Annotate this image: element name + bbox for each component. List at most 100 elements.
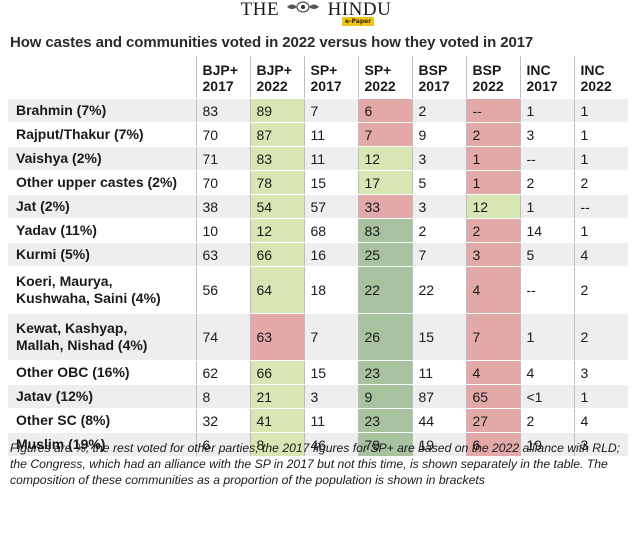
table-cell: 2 (465, 122, 520, 147)
col-header: INC 2017 (519, 56, 574, 99)
table-cell: 21 (249, 384, 304, 409)
header-row: BJP+ 2017 BJP+ 2022 SP+ 2017 SP+ 2022 BSP 201… (8, 56, 628, 99)
row-label: Vaishya (2%) (8, 146, 196, 171)
table-cell: 12 (357, 146, 412, 171)
table-cell: 3 (303, 384, 358, 409)
table-cell: 19 (519, 432, 574, 457)
table-cell: 10 (195, 218, 250, 243)
table-cell: 7 (357, 122, 412, 147)
table-cell: 2 (519, 170, 574, 195)
table-cell: 54 (249, 194, 304, 219)
table-cell: 11 (303, 146, 358, 171)
table-cell: -- (519, 146, 574, 171)
row-label-line: Other SC (8%) (16, 412, 111, 428)
table-row: Vaishya (2%) 71 83 11 12 3 1 -- 1 (8, 146, 628, 171)
table-cell: 19 (411, 432, 466, 457)
table-cell: 63 (249, 313, 304, 361)
table-cell: 1 (573, 98, 628, 123)
col-header: BSP 2017 (411, 56, 466, 99)
table-cell: 18 (303, 266, 358, 314)
row-label: Kewat, Kashyap, Mallah, Nishad (4%) (8, 313, 196, 361)
row-label-line: Kurmi (5%) (16, 246, 90, 262)
vote-table-wrapper: BJP+ 2017 BJP+ 2022 SP+ 2017 SP+ 2022 BSP 201… (8, 56, 628, 457)
table-cell: 1 (465, 170, 520, 195)
header-blank (8, 56, 196, 99)
table-cell: 15 (303, 360, 358, 385)
table-row: Rajput/Thakur (7%) 70 87 11 7 9 2 3 1 (8, 122, 628, 147)
table-cell: 9 (411, 122, 466, 147)
table-cell: 38 (195, 194, 250, 219)
table-cell: 79 (357, 432, 412, 457)
table-cell: 1 (465, 146, 520, 171)
table-cell: 17 (357, 170, 412, 195)
table-cell: 14 (519, 218, 574, 243)
table-row: Other upper castes (2%) 70 78 15 17 5 1 2 2 (8, 170, 628, 195)
table-cell: 83 (249, 146, 304, 171)
table-cell: 5 (411, 170, 466, 195)
row-label-line: Kewat, Kashyap, (16, 320, 128, 336)
table-cell: 89 (249, 98, 304, 123)
table-cell: 23 (357, 408, 412, 433)
table-cell: 1 (573, 218, 628, 243)
table-cell: 65 (465, 384, 520, 409)
table-row: Kewat, Kashyap, Mallah, Nishad (4%) 74 63 7 2… (8, 313, 628, 361)
table-cell: 25 (357, 242, 412, 267)
row-label-line: Other upper castes (2%) (16, 174, 178, 190)
table-cell: 7 (303, 98, 358, 123)
table-cell: 71 (195, 146, 250, 171)
table-row: Muslim (19%) 6 8 46 79 19 6 19 3 (8, 432, 628, 457)
row-label: Koeri, Maurya, Kushwaha, Saini (4%) (8, 266, 196, 314)
row-label: Jat (2%) (8, 194, 196, 219)
table-cell: 3 (573, 432, 628, 457)
crest-icon (287, 1, 320, 13)
table-cell: 2 (411, 98, 466, 123)
table-cell: 1 (573, 384, 628, 409)
table-cell: 4 (573, 408, 628, 433)
table-cell: -- (573, 194, 628, 219)
col-header: SP+ 2022 (357, 56, 412, 99)
table-cell: 7 (303, 313, 358, 361)
table-cell: 11 (303, 122, 358, 147)
table-cell: -- (465, 98, 520, 123)
col-header: SP+ 2017 (303, 56, 358, 99)
masthead-right-word: HINDU (327, 0, 392, 20)
table-cell: 9 (357, 384, 412, 409)
epaper-badge: e-Paper (342, 17, 375, 26)
table-cell: 15 (411, 313, 466, 361)
table-cell: 33 (357, 194, 412, 219)
table-row: Other OBC (16%) 62 66 15 23 11 4 4 3 (8, 360, 628, 385)
table-cell: 11 (303, 408, 358, 433)
table-cell: 56 (195, 266, 250, 314)
row-label-line: Brahmin (7%) (16, 102, 107, 118)
row-label: Other SC (8%) (8, 408, 196, 433)
table-cell: 63 (195, 242, 250, 267)
table-cell: -- (519, 266, 574, 314)
table-cell: 26 (357, 313, 412, 361)
col-header: BJP+ 2017 (195, 56, 250, 99)
table-cell: 7 (465, 313, 520, 361)
table-body: Brahmin (7%) 83 89 7 6 2 -- 1 1 Rajput/Thakur (7%… (8, 98, 628, 457)
table-row: Yadav (11%) 10 12 68 83 2 2 14 1 (8, 218, 628, 243)
row-label: Other OBC (16%) (8, 360, 196, 385)
row-label-line: Mallah, Nishad (4%) (16, 337, 148, 353)
table-cell: 87 (249, 122, 304, 147)
row-label-line: Other OBC (16%) (16, 364, 130, 380)
col-header: BSP 2022 (465, 56, 520, 99)
row-label-line: Muslim (19%) (16, 436, 106, 452)
table-cell: 12 (249, 218, 304, 243)
table-cell: 2 (465, 218, 520, 243)
table-row: Other SC (8%) 32 41 11 23 44 27 2 4 (8, 408, 628, 433)
table-cell: 66 (249, 360, 304, 385)
table-cell: 4 (465, 266, 520, 314)
table-cell: 2 (519, 408, 574, 433)
table-cell: 4 (573, 242, 628, 267)
table-cell: 87 (411, 384, 466, 409)
table-cell: 6 (465, 432, 520, 457)
table-cell: 70 (195, 170, 250, 195)
table-cell: 23 (357, 360, 412, 385)
row-label-line: Rajput/Thakur (7%) (16, 126, 144, 142)
table-cell: 57 (303, 194, 358, 219)
table-cell: 22 (411, 266, 466, 314)
row-label: Brahmin (7%) (8, 98, 196, 123)
table-cell: 44 (411, 408, 466, 433)
